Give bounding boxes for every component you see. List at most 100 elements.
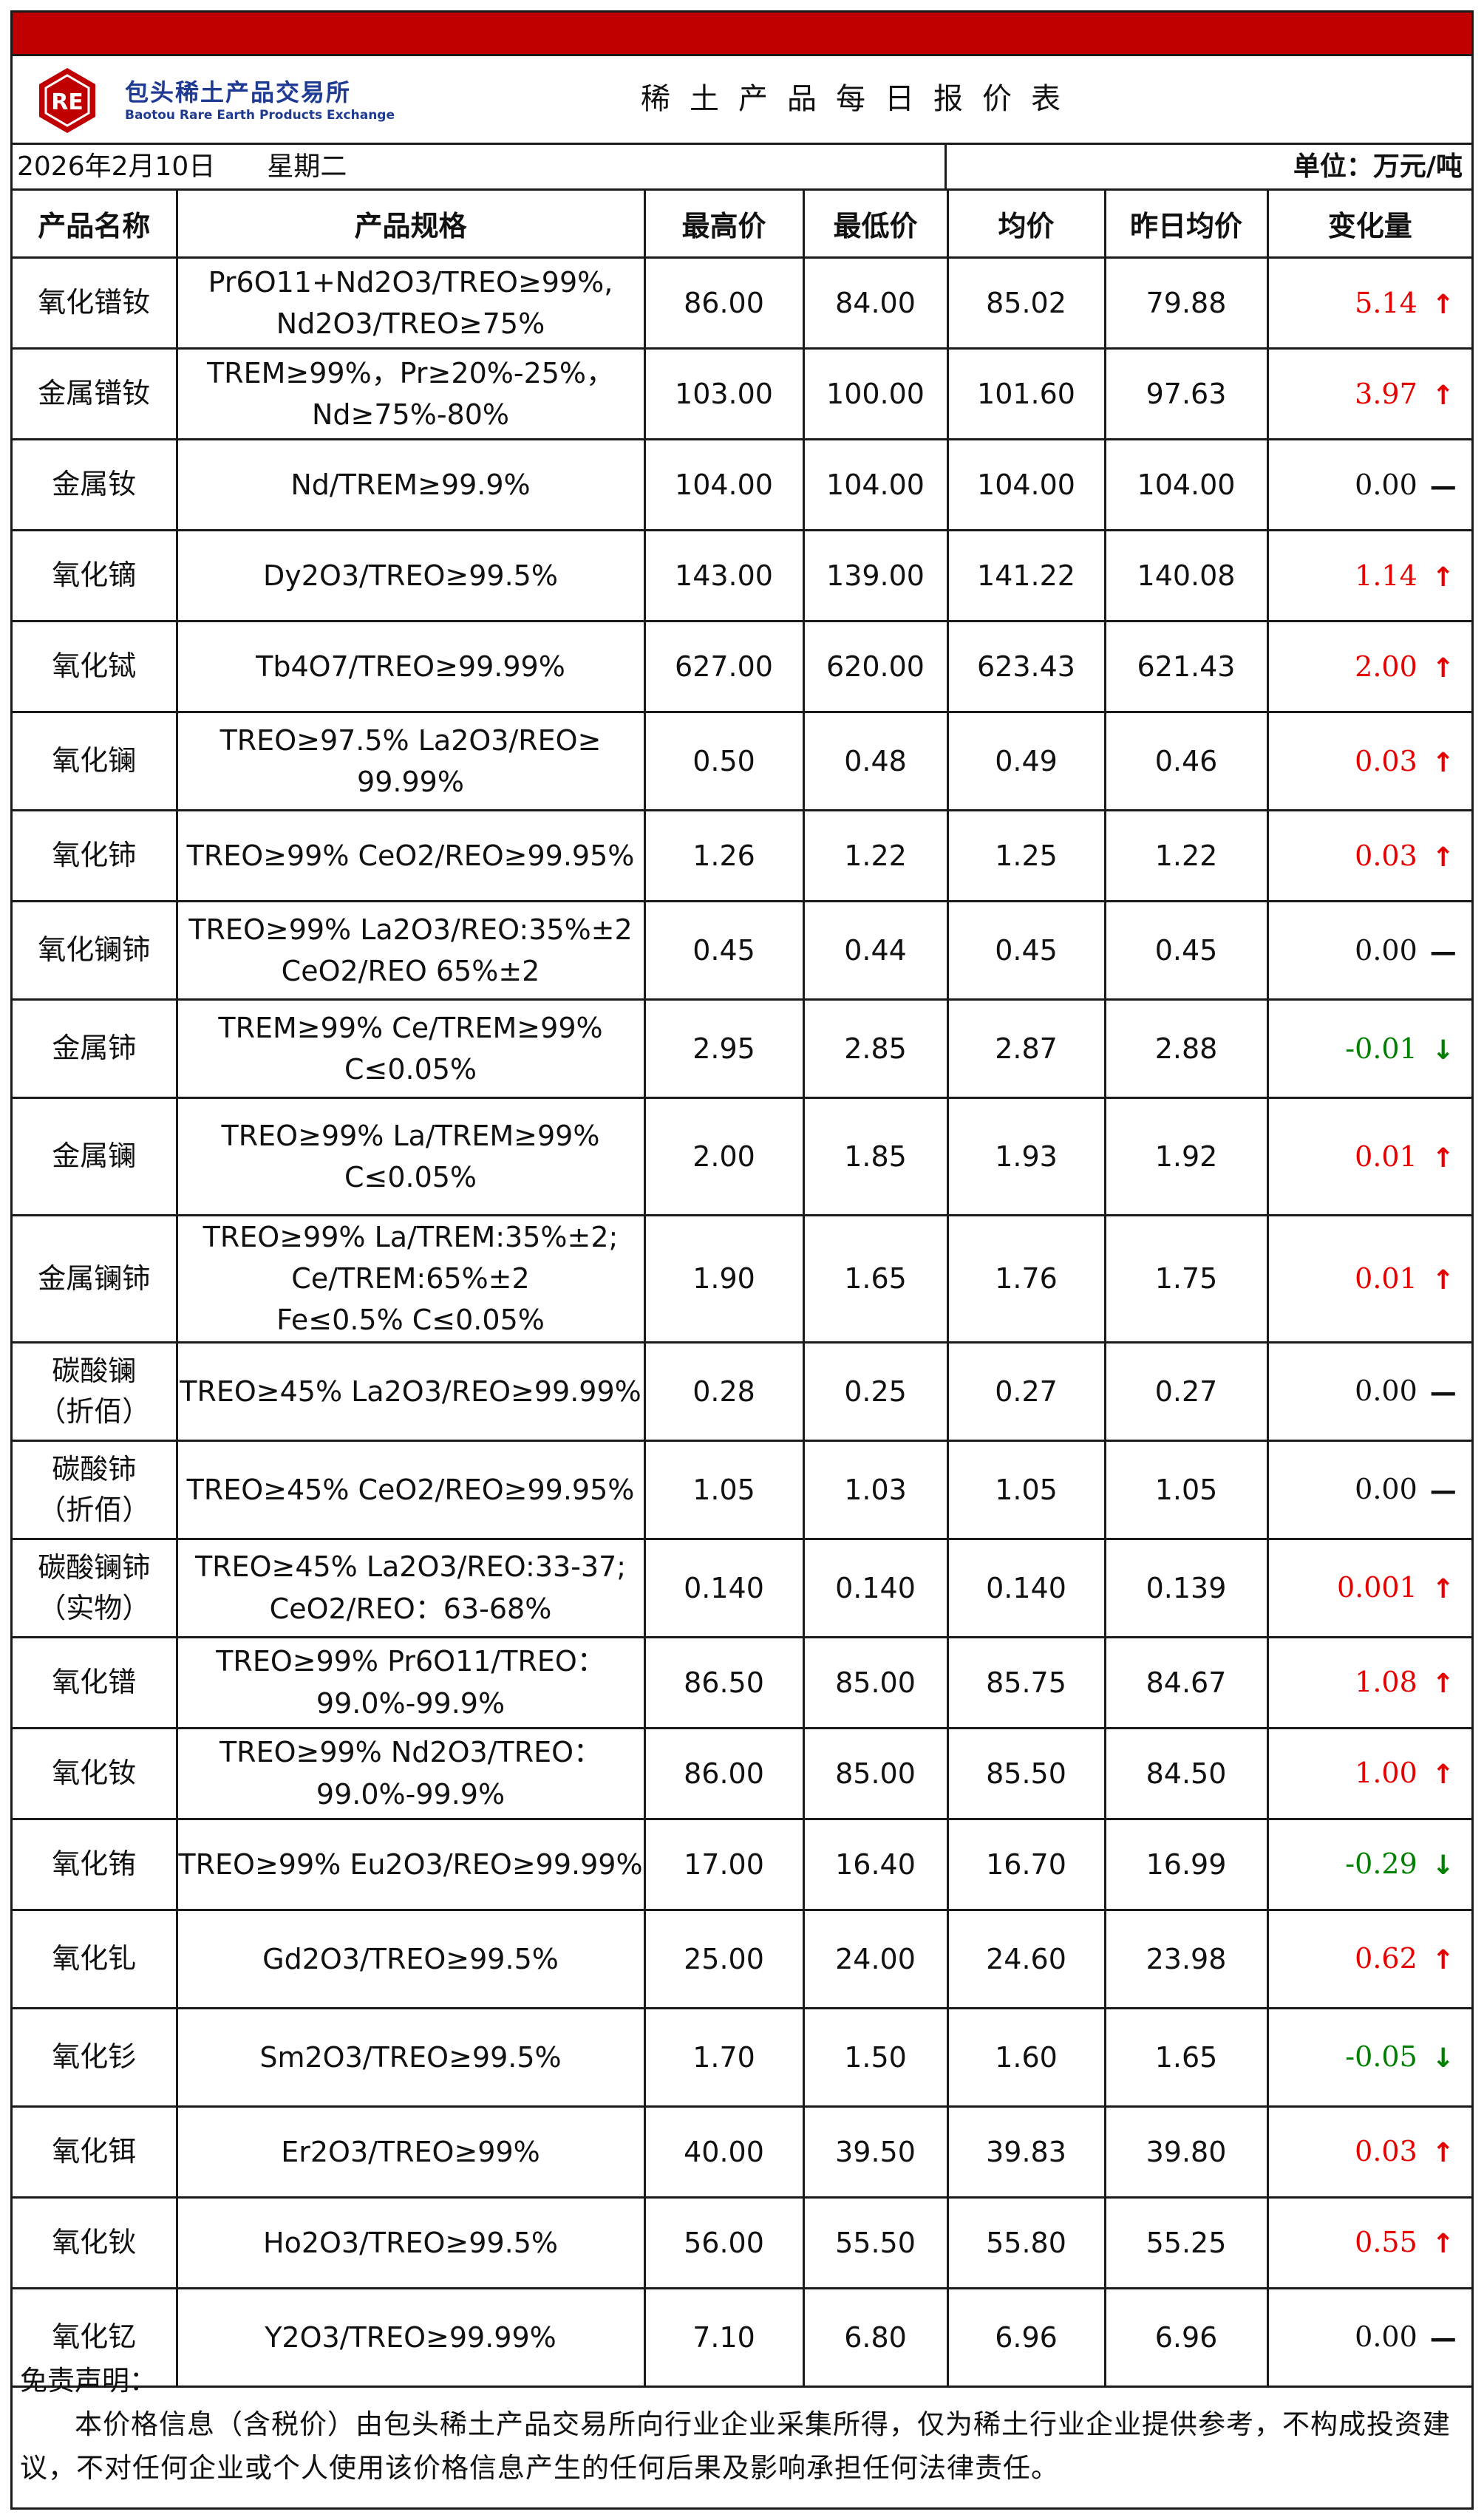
high-price: 1.26 (643, 809, 805, 902)
avg-price: 141.22 (946, 529, 1106, 622)
change-cell: 1.08 ↑ (1266, 1635, 1471, 1729)
avg-price: 24.60 (946, 1908, 1106, 2009)
product-spec: Ho2O3/TREO≥99.5% (175, 2196, 646, 2289)
avg-price: 1.60 (946, 2006, 1106, 2108)
change-cell: 1.00 ↑ (1266, 1726, 1471, 1820)
prev-avg-price: 84.67 (1103, 1635, 1269, 1729)
product-spec: TREO≥99% La2O3/REO:35%±2 CeO2/REO 65%±2 (175, 900, 646, 1001)
product-spec-line: Dy2O3/TREO≥99.5% (263, 559, 558, 592)
info-row: 2026年2月10日 星期二 单位：万元/吨 (13, 145, 1471, 191)
product-spec: TREO≥99% Pr6O11/TREO： 99.0%-99.9% (175, 1635, 646, 1729)
prev-avg-price: 84.50 (1103, 1726, 1269, 1820)
price-sheet: RE 包头稀土产品交易所 Baotou Rare Earth Products … (10, 10, 1474, 2510)
product-name-line: 金属铈 (52, 1032, 137, 1065)
product-spec: TREO≥45% CeO2/REO≥99.95% (175, 1439, 646, 1540)
avg-price: 16.70 (946, 1817, 1106, 1911)
prev-avg-price: 104.00 (1103, 438, 1269, 531)
table-row: 氧化铽 Tb4O7/TREO≥99.99% 627.00 620.00 623.43 62… (13, 620, 1471, 713)
low-price: 139.00 (802, 529, 949, 622)
change-cell: 0.00 — (1266, 1439, 1471, 1540)
arrow-up-icon: ↑ (1432, 1142, 1454, 1174)
arrow-up-icon: ↑ (1432, 1574, 1454, 1605)
product-name: 碳酸镧 （折佰） (13, 1341, 178, 1442)
product-spec-line: CeO2/REO：63-68% (269, 1592, 552, 1625)
prev-avg-price: 55.25 (1103, 2196, 1269, 2289)
prev-avg-price: 1.22 (1103, 809, 1269, 902)
avg-price: 85.50 (946, 1726, 1106, 1820)
product-name: 氧化钕 (13, 1726, 178, 1820)
high-price: 86.00 (643, 256, 805, 350)
high-price: 103.00 (643, 347, 805, 440)
change-cell: 0.00 — (1266, 2286, 1471, 2388)
change-value: -0.01 (1345, 1032, 1417, 1065)
product-spec-line: TREO≥99% CeO2/REO≥99.95% (186, 839, 635, 872)
high-price: 1.05 (643, 1439, 805, 1540)
product-spec-line: Tb4O7/TREO≥99.99% (256, 650, 565, 683)
prev-avg-price: 79.88 (1103, 256, 1269, 350)
change-value: 0.03 (1355, 839, 1417, 872)
change-value: 0.00 (1355, 933, 1417, 967)
avg-price: 0.140 (946, 1537, 1106, 1638)
arrow-up-icon: ↑ (1432, 1264, 1454, 1295)
product-name-line: 氧化铽 (52, 650, 137, 683)
date-cell: 2026年2月10日 星期二 (13, 145, 947, 188)
arrow-up-icon: ↑ (1432, 2229, 1454, 2260)
table-row: 氧化钐 Sm2O3/TREO≥99.5% 1.70 1.50 1.60 1.65 -0.05… (13, 2006, 1471, 2108)
change-value: 0.62 (1355, 1942, 1417, 1975)
product-name: 氧化铒 (13, 2105, 178, 2199)
avg-price: 1.76 (946, 1214, 1106, 1344)
product-name: 氧化镧 (13, 711, 178, 811)
avg-price: 104.00 (946, 438, 1106, 531)
high-price: 0.45 (643, 900, 805, 1001)
arrow-up-icon: ↑ (1432, 653, 1454, 684)
product-spec-line: TREO≥45% CeO2/REO≥99.95% (186, 1473, 635, 1506)
prev-avg-price: 1.65 (1103, 2006, 1269, 2108)
change-value: 0.001 (1336, 1571, 1417, 1604)
low-price: 1.22 (802, 809, 949, 902)
product-spec-line: C≤0.05% (344, 1053, 477, 1086)
product-name: 氧化钇 (13, 2286, 178, 2388)
product-spec: Gd2O3/TREO≥99.5% (175, 1908, 646, 2009)
table-row: 氧化铕 TREO≥99% Eu2O3/REO≥99.99% 17.00 16.40 16… (13, 1817, 1471, 1911)
price-rows: 氧化镨钕 Pr6O11+Nd2O3/TREO≥99%, Nd2O3/TREO≥75%… (13, 256, 1471, 2388)
product-spec-line: TREO≥99% Nd2O3/TREO： (219, 1736, 602, 1769)
product-name-line: 碳酸铈 (52, 1452, 137, 1485)
product-name-line: 氧化镝 (52, 559, 137, 592)
product-spec-line: 99.0%-99.9% (316, 1777, 506, 1811)
low-price: 0.140 (802, 1537, 949, 1638)
arrow-up-icon: ↑ (1432, 1760, 1454, 1791)
arrow-up-icon: ↑ (1432, 1669, 1454, 1700)
prev-avg-price: 16.99 (1103, 1817, 1269, 1911)
product-name-line: 碳酸镧铈 (38, 1550, 151, 1584)
product-spec-line: TREO≥45% La2O3/REO:33-37; (194, 1550, 627, 1584)
logo-mark-text: RE (51, 89, 84, 115)
avg-price: 55.80 (946, 2196, 1106, 2289)
price-table: 产品名称 产品规格 最高价 最低价 均价 昨日均价 变化量 氧化镨钕 Pr6O11… (13, 191, 1471, 2388)
change-cell: 0.01 ↑ (1266, 1097, 1471, 1216)
disclaimer-body: 本价格信息（含税价）由包头稀土产品交易所向行业企业采集所得，仅为稀土行业企业提供… (20, 2408, 1451, 2485)
table-row: 金属钕 Nd/TREM≥99.9% 104.00 104.00 104.00 104.00… (13, 438, 1471, 531)
high-price: 627.00 (643, 620, 805, 713)
product-name: 氧化钆 (13, 1908, 178, 2009)
avg-price: 2.87 (946, 998, 1106, 1099)
high-price: 0.50 (643, 711, 805, 811)
change-value: 1.08 (1355, 1666, 1417, 1699)
product-spec: TREM≥99% Ce/TREM≥99% C≤0.05% (175, 998, 646, 1099)
change-value: -0.29 (1345, 1848, 1417, 1881)
product-name-line: （折佰） (38, 1394, 151, 1428)
change-cell: -0.05 ↓ (1266, 2006, 1471, 2108)
prev-avg-price: 0.139 (1103, 1537, 1269, 1638)
sheet-header: RE 包头稀土产品交易所 Baotou Rare Earth Products … (13, 56, 1471, 145)
low-price: 6.80 (802, 2286, 949, 2388)
product-spec-line: Pr6O11+Nd2O3/TREO≥99%, (208, 265, 613, 299)
product-name: 氧化镧铈 (13, 900, 178, 1001)
prev-avg-price: 23.98 (1103, 1908, 1269, 2009)
low-price: 0.44 (802, 900, 949, 1001)
product-name-line: 氧化钐 (52, 2040, 137, 2074)
change-cell: 0.03 ↑ (1266, 809, 1471, 902)
low-price: 1.85 (802, 1097, 949, 1216)
product-name: 氧化铈 (13, 809, 178, 902)
avg-price: 6.96 (946, 2286, 1106, 2388)
product-spec-line: 99.0%-99.9% (316, 1686, 506, 1720)
product-spec-line: 99.99% (357, 766, 464, 798)
